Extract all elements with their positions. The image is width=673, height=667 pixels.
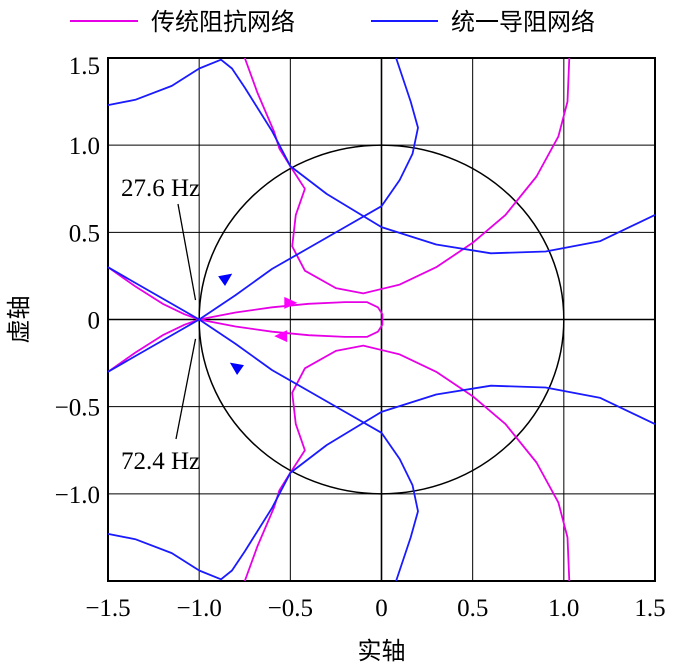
y-tick-label-5: −1.0 xyxy=(55,482,100,509)
x-tick-label-3: 0 xyxy=(375,595,388,622)
direction-arrow-0 xyxy=(284,296,298,309)
annotation-72-4hz: 72.4 Hz xyxy=(121,448,200,475)
legend: 传统阻抗网络 统一导阻网络 xyxy=(70,8,595,36)
x-axis-label: 实轴 xyxy=(358,637,406,665)
annotation-72-4hz-leader xyxy=(175,338,197,440)
series-0-curve-2 xyxy=(243,344,571,582)
annotation-27-6hz-leader xyxy=(177,203,197,301)
direction-arrow-3 xyxy=(229,362,244,375)
direction-arrow-2 xyxy=(218,273,233,287)
x-tick-labels: −1.5 −1.0 −0.5 0 0.5 1.0 1.5 xyxy=(85,595,665,622)
series-1-curve-2 xyxy=(107,266,419,582)
x-tick-label-0: −1.5 xyxy=(85,595,130,622)
series-1-curve-1 xyxy=(107,58,656,255)
x-tick-label-4: 0.5 xyxy=(457,595,488,622)
x-tick-label-5: 1.0 xyxy=(548,595,579,622)
legend-label-traditional: 传统阻抗网络 xyxy=(151,8,295,36)
arrow-layer xyxy=(218,273,298,375)
x-tick-label-1: −1.0 xyxy=(177,595,222,622)
x-tick-label-6: 1.5 xyxy=(634,595,665,622)
series-0-curve-1 xyxy=(243,57,571,295)
x-tick-label-2: −0.5 xyxy=(268,595,313,622)
y-tick-label-1: 1.0 xyxy=(69,133,100,160)
y-tick-label-4: −0.5 xyxy=(55,395,100,422)
series-layer xyxy=(107,57,656,582)
legend-label-unified: 统一导阻网络 xyxy=(451,8,595,36)
y-tick-labels: 1.5 1.0 0.5 0 −0.5 −1.0 xyxy=(55,53,100,509)
y-axis-label: 虚轴 xyxy=(5,296,33,344)
y-tick-label-0: 1.5 xyxy=(69,53,100,80)
y-tick-label-3: 0 xyxy=(88,308,101,335)
direction-arrow-1 xyxy=(274,330,288,343)
series-1-curve-3 xyxy=(107,384,656,581)
y-tick-label-2: 0.5 xyxy=(69,220,100,247)
plot-frame xyxy=(107,57,656,582)
annotation-27-6hz: 27.6 Hz xyxy=(121,175,200,202)
annotation-layer: 27.6 Hz 72.4 Hz xyxy=(121,175,200,475)
